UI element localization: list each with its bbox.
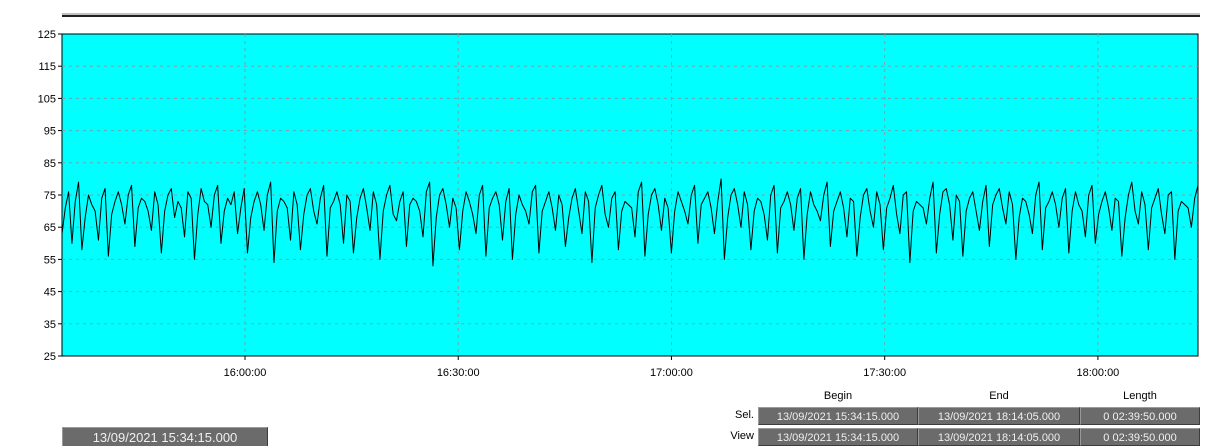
y-tick-label: 125 bbox=[38, 29, 56, 41]
header-begin: Begin bbox=[823, 390, 853, 402]
x-tick-label: 16:30:00 bbox=[437, 367, 480, 379]
header-end: End bbox=[989, 390, 1009, 402]
y-tick-label: 115 bbox=[38, 61, 56, 73]
x-axis: 16:00:00 16:30:00 17:00:00 17:30:00 18:00:00 bbox=[224, 356, 1119, 379]
y-tick-label: 25 bbox=[44, 351, 56, 363]
y-tick-label: 65 bbox=[44, 222, 56, 234]
y-tick-label: 35 bbox=[44, 319, 56, 331]
row-label-sel: Sel. bbox=[735, 409, 754, 421]
view-begin-field[interactable]: 13/09/2021 15:34:15.000 bbox=[758, 428, 918, 446]
view-length-field[interactable]: 0 02:39:50.000 bbox=[1080, 428, 1200, 446]
x-tick-label: 18:00:00 bbox=[1076, 367, 1119, 379]
cursor-time-display: 13/09/2021 15:34:15.000 bbox=[62, 427, 268, 446]
y-axis: 25 35 45 55 65 75 85 95 105 115 125 bbox=[38, 29, 62, 363]
y-tick-label: 95 bbox=[44, 126, 56, 138]
y-tick-label: 85 bbox=[44, 158, 56, 170]
y-tick-label: 75 bbox=[44, 190, 56, 202]
y-tick-label: 55 bbox=[44, 254, 56, 266]
x-tick-label: 17:30:00 bbox=[863, 367, 906, 379]
sel-end-field[interactable]: 13/09/2021 18:14:05.000 bbox=[918, 407, 1080, 425]
x-tick-label: 17:00:00 bbox=[650, 367, 693, 379]
y-tick-label: 105 bbox=[38, 93, 56, 105]
header-length: Length bbox=[1123, 390, 1157, 402]
series-line bbox=[61, 178, 1199, 267]
view-end-field[interactable]: 13/09/2021 18:14:05.000 bbox=[918, 428, 1080, 446]
sel-begin-field[interactable]: 13/09/2021 15:34:15.000 bbox=[758, 407, 918, 425]
x-tick-label: 16:00:00 bbox=[224, 367, 267, 379]
sel-length-field[interactable]: 0 02:39:50.000 bbox=[1080, 407, 1200, 425]
top-scrollbar-track[interactable] bbox=[62, 13, 1200, 17]
y-tick-label: 45 bbox=[44, 287, 56, 299]
row-label-view: View bbox=[730, 430, 754, 442]
